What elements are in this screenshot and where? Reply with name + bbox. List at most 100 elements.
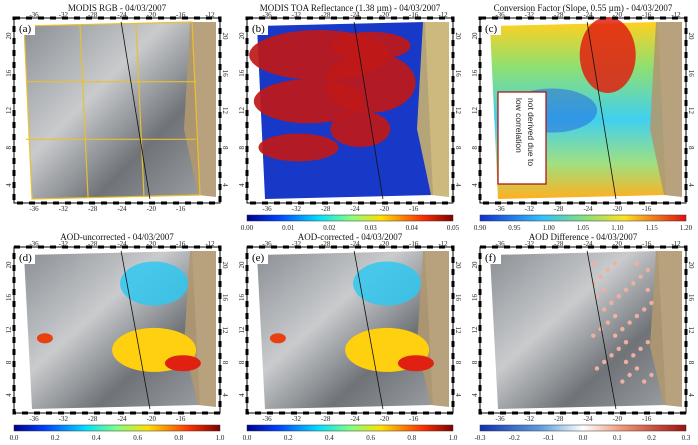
lat-tick-label: 16	[221, 70, 229, 78]
cloud-region	[331, 32, 411, 60]
lon-tick-label: -24	[117, 205, 127, 213]
aod-diff	[627, 320, 631, 324]
lat-tick-label: 8	[471, 360, 479, 364]
lat-tick-label: 4	[5, 183, 13, 187]
colorbar-label: -0.3	[474, 434, 486, 442]
lat-tick-label: 12	[5, 107, 13, 115]
aod-diff	[602, 288, 606, 292]
aod-diff	[591, 333, 595, 337]
lon-tick-label: -20	[613, 11, 623, 19]
lon-tick-label: -36	[29, 415, 39, 423]
lat-tick-label: 20	[687, 33, 695, 41]
lat-tick-label: 12	[5, 326, 13, 334]
lon-tick-label: -16	[409, 240, 419, 248]
aod-diff	[591, 261, 595, 265]
aod-peak	[398, 355, 434, 371]
lat-tick-label: 12	[238, 326, 246, 334]
lon-tick-label: -12	[671, 11, 681, 19]
lon-tick-label: -20	[380, 240, 390, 248]
aod-diff	[624, 360, 628, 364]
lat-tick-label: 4	[471, 183, 479, 187]
lon-tick-label: -12	[438, 240, 448, 248]
aod-diff	[609, 353, 613, 357]
lon-tick-label: -32	[59, 415, 69, 423]
lat-tick-label: 16	[471, 69, 479, 77]
aod-diff	[598, 275, 602, 279]
lat-tick-label: 8	[687, 361, 695, 365]
lon-tick-label: -24	[350, 415, 360, 423]
lat-tick-label: 4	[238, 183, 246, 187]
lat-tick-label: 4	[454, 393, 462, 397]
lon-tick-label: -32	[525, 415, 535, 423]
colorbar-label: 0.2	[647, 434, 656, 442]
colorbar-label: 1.10	[611, 224, 624, 232]
lon-tick-label: -36	[495, 415, 505, 423]
lon-tick-label: -32	[292, 240, 302, 248]
lon-tick-label: -16	[409, 205, 419, 213]
aod-diff	[638, 347, 642, 351]
colorbar-label: 0.01	[282, 224, 295, 232]
aod-diff	[649, 301, 653, 305]
colorbar-label: 1.0	[449, 434, 458, 442]
lon-tick-label: -28	[554, 11, 564, 19]
aod-diff	[613, 261, 617, 265]
aod-peak	[165, 355, 201, 371]
panel-letter: (e)	[252, 252, 265, 264]
lat-tick-label: 16	[454, 70, 462, 78]
aod-diff	[624, 340, 628, 344]
aod-diff	[598, 327, 602, 331]
lon-tick-label: -20	[147, 415, 157, 423]
lon-tick-label: -28	[88, 415, 98, 423]
aod-diff	[620, 379, 624, 383]
lat-tick-label: 12	[238, 107, 246, 115]
lon-tick-label: -20	[147, 205, 157, 213]
lon-tick-label: -36	[29, 11, 39, 19]
lon-tick-label: -36	[29, 205, 39, 213]
lon-tick-label: -28	[554, 205, 564, 213]
lon-tick-label: -16	[409, 415, 419, 423]
lat-tick-label: 12	[471, 107, 479, 115]
lon-tick-label: -36	[262, 415, 272, 423]
colorbar-label: 0.02	[323, 224, 336, 232]
lon-tick-label: -12	[205, 11, 215, 19]
aod-diff	[606, 268, 610, 272]
panel: MODIS RGB - 04/03/2007(a)-36-36-32-32-28…	[5, 3, 229, 213]
lat-tick-label: 20	[5, 261, 13, 269]
satellite-swath	[24, 22, 200, 199]
colorbar	[480, 215, 686, 221]
lon-tick-label: -16	[642, 11, 652, 19]
lat-tick-label: 4	[471, 393, 479, 397]
lon-tick-label: -24	[583, 11, 593, 19]
lat-tick-label: 4	[687, 393, 695, 397]
lat-tick-label: 16	[454, 294, 462, 302]
aod-low	[120, 262, 188, 306]
lat-tick-label: 12	[221, 327, 229, 335]
lon-tick-label: -20	[380, 11, 390, 19]
colorbar-label: 0.4	[92, 434, 101, 442]
lat-tick-label: 20	[221, 33, 229, 41]
colorbar-label: 0.0	[579, 434, 588, 442]
lon-tick-label: -36	[262, 240, 272, 248]
lat-tick-label: 16	[471, 294, 479, 302]
lat-tick-label: 4	[5, 393, 13, 397]
lon-tick-label: -28	[554, 415, 564, 423]
annotation: low correlation	[514, 98, 524, 153]
colorbar-label: 0.04	[406, 224, 419, 232]
lat-tick-label: 8	[687, 146, 695, 150]
cloud-region	[259, 134, 339, 162]
aod-diff	[635, 366, 639, 370]
lon-tick-label: -32	[525, 11, 535, 19]
colorbar-label: 0.05	[447, 224, 460, 232]
lon-tick-label: -12	[205, 240, 215, 248]
lat-tick-label: 8	[5, 360, 13, 364]
lon-tick-label: -24	[117, 415, 127, 423]
aod-diff	[606, 320, 610, 324]
colorbar	[480, 425, 686, 431]
panel-letter: (a)	[19, 23, 32, 35]
colorbar-label: 0.8	[174, 434, 183, 442]
colorbar	[247, 215, 453, 221]
colorbar-label: 0.3	[682, 434, 691, 442]
colorbar-label: 0.1	[613, 434, 622, 442]
lat-tick-label: 20	[454, 33, 462, 41]
lon-tick-label: -16	[409, 11, 419, 19]
